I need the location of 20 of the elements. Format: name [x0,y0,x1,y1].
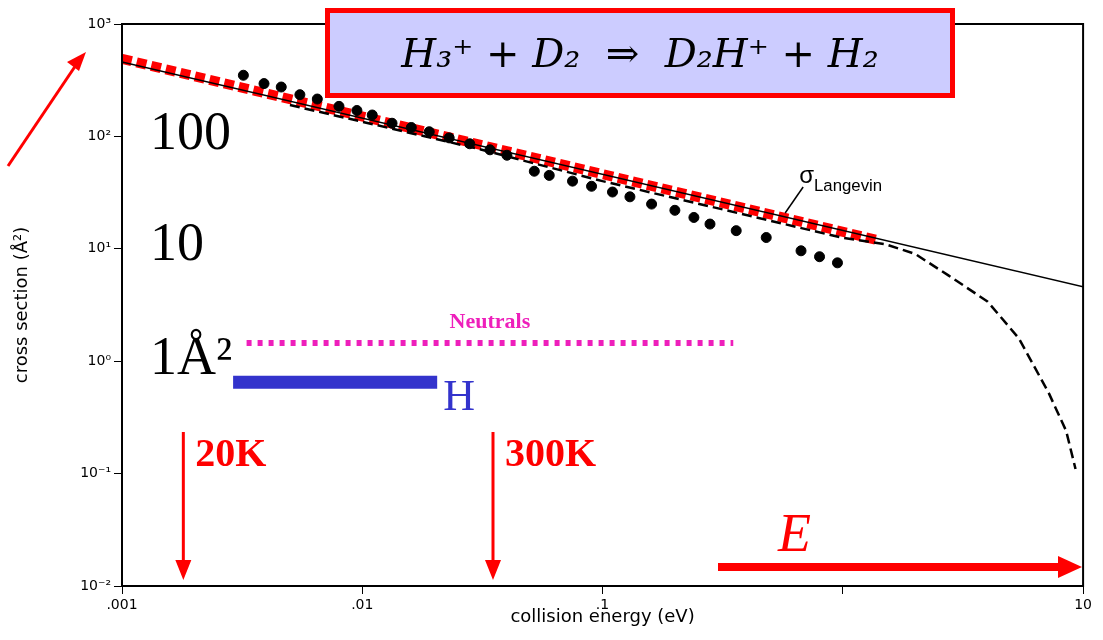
series-label: H [443,370,475,420]
y-axis-title: cross section (Å²) [10,226,32,384]
x-tick-label: .01 [351,596,374,613]
y-tick-label: 10¹ [87,239,111,256]
annotation: 10 [150,212,204,273]
y-tick-label: 10⁰ [87,351,112,368]
x-tick-label: .1 [595,596,610,613]
y-tick-label: 10² [87,127,111,144]
y-tick-label: 10⁻¹ [80,464,111,481]
x-tick-label: .001 [106,596,138,613]
series-label: Neutrals [449,307,531,333]
y-tick-label: 10³ [87,14,111,31]
y-tick-label: 10⁻² [80,576,111,593]
chart-title: H₃⁺ + D₂ ⇒ D₂H⁺ + H₂ [401,30,879,76]
ref-line-label: 300K [505,430,597,476]
ref-line-label: 20K [195,430,267,476]
annotation: 100 [150,101,231,162]
annotation: 1Å² [150,326,233,387]
x-tick-label: 10 [1074,596,1093,613]
annotation: E [778,503,811,563]
